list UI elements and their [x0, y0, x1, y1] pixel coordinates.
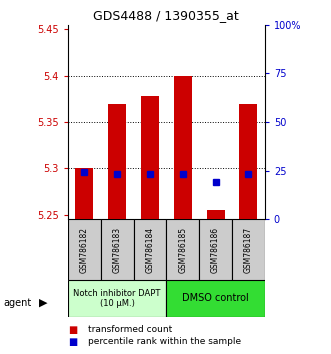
Text: GSM786182: GSM786182 [80, 227, 89, 273]
Bar [232, 219, 265, 280]
Text: Notch inhibitor DAPT
(10 μM.): Notch inhibitor DAPT (10 μM.) [73, 289, 161, 308]
Bar [68, 219, 101, 280]
Bar [108, 104, 126, 219]
Text: GSM786186: GSM786186 [211, 227, 220, 273]
Bar [75, 169, 93, 219]
Text: percentile rank within the sample: percentile rank within the sample [88, 337, 241, 346]
Bar [174, 76, 192, 219]
Text: GSM786185: GSM786185 [178, 227, 187, 273]
Text: ■: ■ [68, 325, 77, 335]
Text: ▶: ▶ [39, 298, 47, 308]
Bar [166, 219, 199, 280]
Bar [239, 104, 258, 219]
Text: GSM786184: GSM786184 [145, 227, 155, 273]
Bar [199, 219, 232, 280]
Text: GSM786183: GSM786183 [113, 227, 121, 273]
Bar [68, 280, 166, 317]
Bar [207, 210, 225, 219]
Text: transformed count: transformed count [88, 325, 172, 335]
Bar [166, 280, 265, 317]
Text: ■: ■ [68, 337, 77, 347]
Text: GDS4488 / 1390355_at: GDS4488 / 1390355_at [93, 9, 238, 22]
Text: GSM786187: GSM786187 [244, 227, 253, 273]
Bar [141, 96, 159, 219]
Bar [133, 219, 166, 280]
Text: agent: agent [3, 298, 31, 308]
Text: DMSO control: DMSO control [182, 293, 249, 303]
Bar [101, 219, 133, 280]
